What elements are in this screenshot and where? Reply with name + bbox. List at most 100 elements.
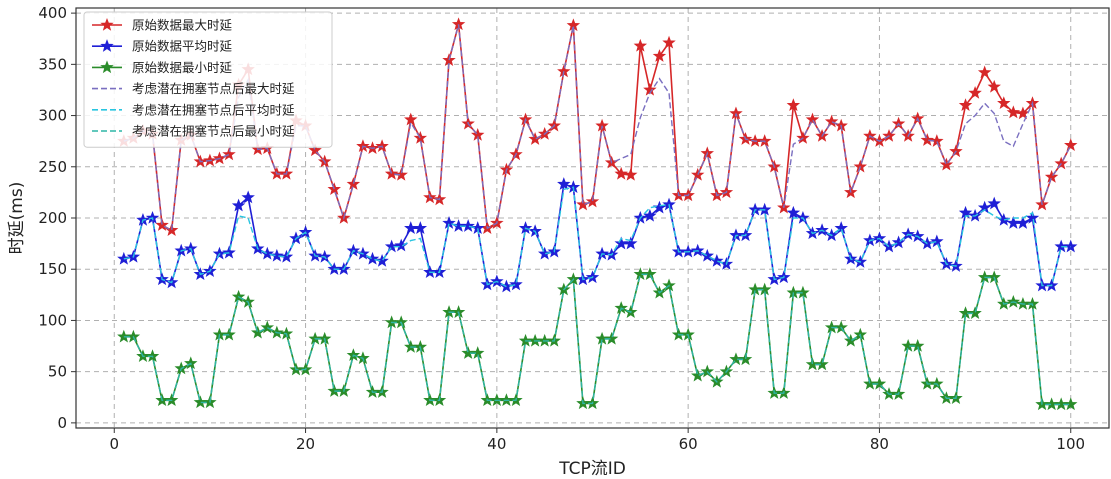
data-point: [1016, 216, 1030, 229]
data-point: [279, 249, 294, 263]
x-tick-label: 100: [1056, 435, 1085, 453]
data-point: [786, 205, 801, 219]
y-axis-ticks: 0 50 100 150 200 250 300 350 400: [38, 4, 76, 432]
y-tick-label: 250: [38, 158, 67, 176]
data-point: [413, 221, 428, 234]
data-point: [308, 143, 322, 157]
data-point: [633, 38, 648, 52]
data-point: [643, 267, 657, 281]
series-6: [123, 273, 1071, 406]
x-tick-label: 0: [109, 435, 119, 453]
legend-item: 考虑潜在拥塞节点后最小时延: [92, 124, 295, 139]
x-tick-label: 20: [296, 435, 315, 453]
y-tick-label: 150: [38, 260, 67, 278]
data-point: [844, 333, 858, 347]
data-point: [1064, 397, 1078, 411]
legend-label: 原始数据最大时延: [132, 18, 233, 33]
data-point: [977, 65, 992, 79]
legend-label: 原始数据平均时延: [132, 39, 233, 54]
data-point: [796, 285, 810, 299]
series-4: [123, 24, 1072, 232]
y-tick-label: 100: [38, 311, 67, 329]
data-point: [872, 376, 887, 390]
legend-label: 考虑潜在拥塞节点后最小时延: [132, 124, 295, 139]
data-point: [815, 357, 829, 371]
series-layer: [117, 17, 1078, 411]
series-5: [123, 186, 1071, 288]
data-point: [958, 98, 973, 112]
data-point: [624, 167, 638, 181]
y-tick-label: 400: [38, 4, 67, 22]
data-point: [241, 190, 255, 204]
data-point: [987, 79, 1001, 93]
data-point: [1064, 138, 1078, 151]
y-tick-label: 50: [48, 363, 67, 381]
data-point: [557, 177, 571, 190]
data-point: [270, 248, 284, 262]
legend-item: 考虑潜在拥塞节点后平均时延: [92, 102, 295, 117]
data-point: [585, 194, 600, 208]
data-point: [949, 144, 963, 158]
data-point: [662, 35, 676, 49]
legend-marker: [100, 60, 114, 74]
series-line: [123, 186, 1071, 288]
x-tick-label: 60: [679, 435, 698, 453]
data-point: [604, 331, 619, 345]
data-point: [461, 219, 475, 232]
data-point: [968, 306, 982, 319]
data-point: [930, 134, 944, 147]
data-point: [222, 245, 236, 259]
series-line: [123, 273, 1071, 406]
data-point: [1016, 106, 1030, 120]
data-point: [853, 159, 868, 173]
data-point: [939, 157, 954, 171]
legend-marker: [100, 39, 114, 52]
data-point: [930, 234, 944, 248]
data-point: [987, 196, 1001, 210]
legend-label: 原始数据最小时延: [132, 60, 233, 75]
x-axis-label: TCP流ID: [558, 459, 626, 479]
data-point: [891, 235, 906, 249]
series-line: [123, 24, 1072, 232]
legend-item: 原始数据最小时延: [92, 60, 233, 75]
data-point: [1006, 105, 1021, 119]
data-point: [509, 277, 523, 291]
data-point: [786, 98, 801, 112]
data-point: [624, 236, 638, 250]
legend-label: 考虑潜在拥塞节点后最大时延: [132, 81, 295, 96]
data-point: [643, 208, 657, 222]
data-point: [231, 198, 246, 212]
data-point: [537, 246, 552, 260]
data-point: [652, 49, 667, 62]
legend-box: [83, 11, 333, 148]
data-point: [997, 96, 1011, 109]
legend: 原始数据最大时延原始数据平均时延原始数据最小时延考虑潜在拥塞节点后最大时延考虑潜…: [83, 11, 333, 148]
data-point: [805, 112, 820, 126]
y-tick-label: 0: [57, 414, 67, 432]
y-tick-label: 350: [38, 55, 67, 73]
data-point: [614, 166, 628, 180]
data-point: [1025, 210, 1040, 224]
legend-marker: [100, 17, 114, 31]
data-point: [834, 221, 848, 234]
x-tick-label: 40: [487, 435, 506, 453]
legend-item: 考虑潜在拥塞节点后最大时延: [92, 81, 295, 96]
legend-item: 原始数据最大时延: [92, 18, 233, 33]
data-point: [375, 253, 389, 267]
y-axis-label: 时延(ms): [7, 182, 27, 255]
y-tick-label: 200: [38, 209, 67, 227]
legend-item: 原始数据平均时延: [92, 39, 233, 54]
data-point: [404, 112, 418, 126]
data-point: [1054, 156, 1068, 170]
data-point: [1044, 169, 1059, 183]
data-point: [824, 114, 839, 128]
x-axis-ticks: 0 20 40 60 80 100: [109, 428, 1085, 453]
data-point: [222, 147, 236, 161]
data-point: [920, 133, 934, 146]
data-point: [968, 85, 982, 99]
data-point: [394, 167, 408, 181]
y-tick-label: 300: [38, 107, 67, 125]
data-point: [155, 218, 169, 231]
data-point: [796, 131, 810, 144]
